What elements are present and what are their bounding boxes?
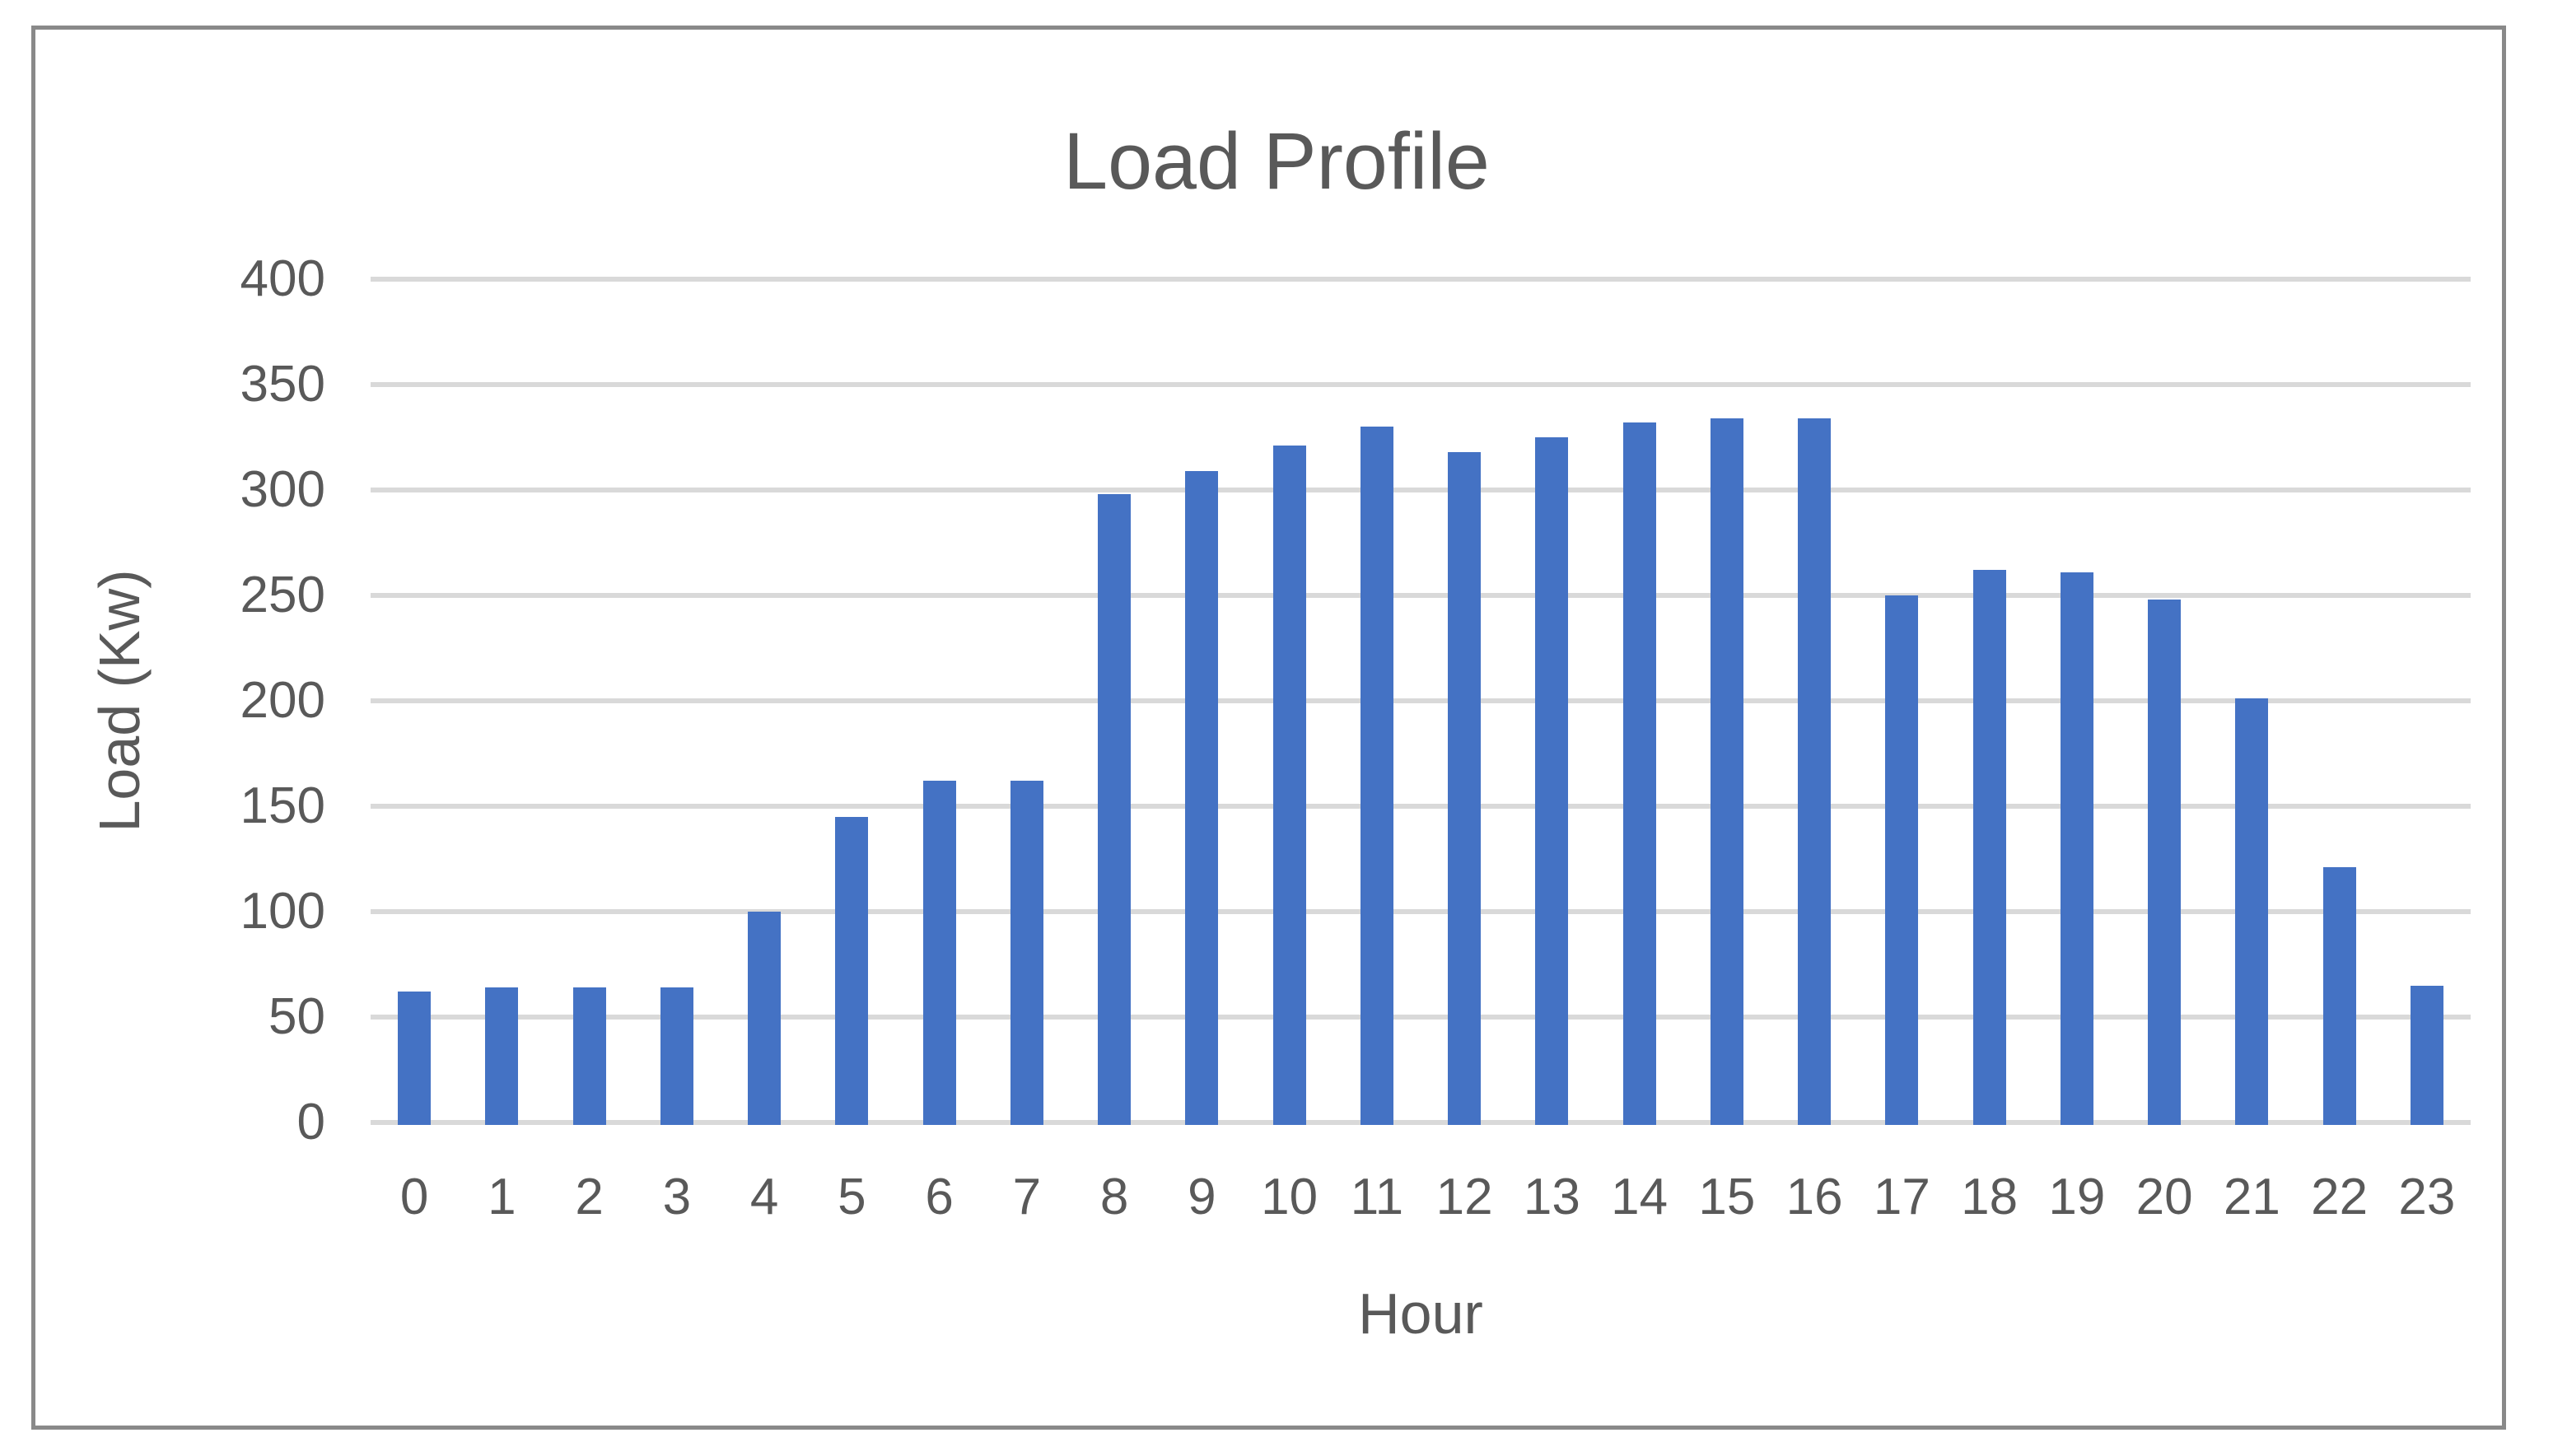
- bar-hour-4: [748, 912, 782, 1125]
- bar-hour-5: [835, 816, 869, 1125]
- y-tick-label: 50: [268, 988, 325, 1045]
- bar-hour-8: [1098, 494, 1132, 1125]
- x-tick-label: 23: [2398, 1169, 2456, 1225]
- chart-frame: [31, 26, 2506, 1430]
- y-tick-label: 250: [240, 567, 325, 623]
- x-tick-label: 18: [1961, 1169, 2019, 1225]
- x-tick-label: 9: [1188, 1169, 1216, 1225]
- bar-hour-18: [1972, 570, 2006, 1125]
- bar-hour-12: [1448, 451, 1482, 1125]
- bar-hour-13: [1535, 437, 1569, 1125]
- x-tick-label: 3: [662, 1169, 692, 1225]
- gridline: [371, 698, 2471, 703]
- x-tick-label: 8: [1099, 1169, 1129, 1225]
- bar-hour-1: [485, 987, 519, 1125]
- x-tick-label: 10: [1261, 1169, 1319, 1225]
- bar-hour-10: [1272, 446, 1306, 1125]
- x-tick-label: 14: [1611, 1169, 1669, 1225]
- bar-hour-19: [2060, 572, 2093, 1125]
- x-tick-label: 13: [1523, 1169, 1580, 1225]
- bar-hour-17: [1885, 595, 1919, 1125]
- x-axis-title: Hour: [1358, 1281, 1483, 1346]
- bar-hour-9: [1185, 470, 1219, 1125]
- gridline: [371, 1015, 2471, 1020]
- x-tick-label: 12: [1435, 1169, 1493, 1225]
- x-tick-label: 22: [2311, 1169, 2369, 1225]
- bar-hour-20: [2148, 600, 2182, 1125]
- x-tick-label: 1: [488, 1169, 516, 1225]
- bar-hour-23: [2410, 985, 2443, 1125]
- x-tick-label: 2: [575, 1169, 604, 1225]
- x-tick-label: 6: [925, 1169, 954, 1225]
- gridline: [371, 1120, 2471, 1125]
- y-tick-label: 300: [240, 461, 325, 518]
- gridline: [371, 909, 2471, 914]
- y-tick-label: 0: [296, 1094, 325, 1150]
- x-tick-label: 7: [1012, 1169, 1042, 1225]
- gridline: [371, 488, 2471, 492]
- y-tick-label: 100: [240, 883, 325, 940]
- bar-hour-6: [922, 781, 956, 1125]
- bar-hour-11: [1360, 427, 1393, 1125]
- bar-hour-15: [1710, 418, 1743, 1125]
- y-tick-label: 200: [240, 672, 325, 729]
- chart-title: Load Profile: [1063, 116, 1490, 206]
- x-tick-label: 19: [2048, 1169, 2106, 1225]
- gridline: [371, 593, 2471, 598]
- x-tick-label: 4: [749, 1169, 779, 1225]
- x-tick-label: 11: [1350, 1169, 1404, 1225]
- bar-hour-2: [572, 987, 606, 1125]
- x-tick-label: 20: [2135, 1169, 2193, 1225]
- gridline: [371, 277, 2471, 282]
- x-tick-label: 5: [838, 1169, 866, 1225]
- y-tick-label: 350: [240, 356, 325, 413]
- x-tick-label: 15: [1698, 1169, 1756, 1225]
- x-tick-label: 17: [1873, 1169, 1930, 1225]
- bar-hour-22: [2322, 867, 2356, 1125]
- gridline: [371, 804, 2471, 809]
- x-tick-label: 21: [2223, 1169, 2280, 1225]
- y-tick-label: 150: [240, 777, 325, 834]
- x-tick-label: 0: [399, 1169, 429, 1225]
- bar-hour-21: [2235, 698, 2269, 1125]
- bar-hour-0: [398, 992, 432, 1125]
- x-tick-label: 16: [1785, 1169, 1843, 1225]
- bar-hour-16: [1798, 418, 1832, 1125]
- bar-hour-14: [1622, 422, 1656, 1125]
- gridline: [371, 382, 2471, 387]
- y-tick-label: 400: [240, 250, 325, 307]
- bar-hour-7: [1010, 781, 1043, 1125]
- bar-hour-3: [660, 987, 693, 1125]
